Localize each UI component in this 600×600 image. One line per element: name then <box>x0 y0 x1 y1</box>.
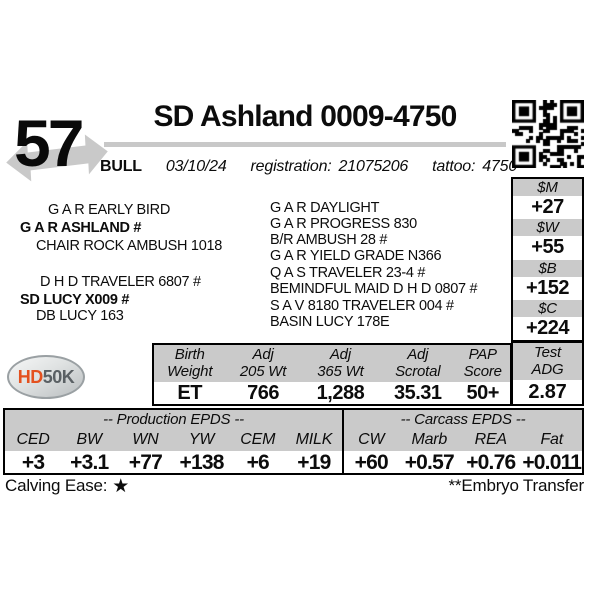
dollar-label: $W <box>513 219 582 237</box>
animal-meta-row: BULL 03/10/24 registration: 21075206 tat… <box>100 158 517 176</box>
pedigree-extended-line: B/R AMBUSH 28 # <box>270 232 388 248</box>
column-header: BW <box>76 431 103 448</box>
performance-table-header: Birth Weight Adj 205 Wt Adj 365 Wt Adj Scrot… <box>154 345 510 382</box>
cell-value: +0.57 <box>404 451 455 474</box>
column-header: PAP Score <box>463 346 502 380</box>
cell-value: +0.011 <box>522 451 582 474</box>
pedigree-extended-line: G A R YIELD GRADE N366 <box>270 248 442 264</box>
hd50k-logo-prefix: HD <box>17 366 44 387</box>
cell-value: 50+ <box>466 382 500 404</box>
pedigree-extended-line: BASIN LUCY 178E <box>270 314 390 330</box>
dollar-value: +224 <box>525 316 570 339</box>
tattoo: tattoo: 4750 <box>432 158 517 176</box>
cell-value: +6 <box>246 451 270 474</box>
dollar-value: +152 <box>525 276 570 299</box>
registration: registration: 21075206 <box>251 158 409 176</box>
dollar-value-panel: $M +27 $W +55 $B +152 $C +224 <box>511 177 584 342</box>
carcass-epds-table: -- Carcass EPDS -- CW Marb REA Fat +60 +… <box>342 408 584 475</box>
carcass-epds-title: -- Carcass EPDS -- <box>400 411 526 428</box>
dollar-label: $M <box>513 179 582 196</box>
carcass-epds-header: -- Carcass EPDS -- CW Marb REA Fat <box>344 410 582 451</box>
column-header: Adj 365 Wt <box>317 346 364 380</box>
star-icon: ★ <box>112 475 130 497</box>
hd50k-logo-suffix: 50K <box>42 366 75 387</box>
performance-table-values: ET 766 1,288 35.31 50+ <box>154 382 510 405</box>
production-epds-title: -- Production EPDS -- <box>103 411 244 428</box>
column-header: Fat <box>540 431 564 448</box>
cell-value: +0.76 <box>466 451 516 474</box>
registration-number: 21075206 <box>338 158 409 175</box>
column-header: REA <box>474 431 508 448</box>
tattoo-label: tattoo: <box>432 158 476 175</box>
dollar-label: $B <box>513 259 582 277</box>
sex-label: BULL <box>100 158 142 175</box>
production-epds-table: -- Production EPDS -- CED BW WN YW CEM M… <box>3 408 344 475</box>
cell-value: +3.1 <box>70 451 109 474</box>
test-adg-header: Test ADG <box>513 343 582 380</box>
carcass-epds-values: +60 +0.57 +0.76 +0.011 <box>344 451 582 475</box>
cell-value: +138 <box>179 451 225 474</box>
column-header: MILK <box>295 431 333 448</box>
production-epds-values: +3 +3.1 +77 +138 +6 +19 <box>5 451 342 475</box>
column-header: CW <box>358 431 385 448</box>
column-header: CEM <box>240 431 276 448</box>
qr-code <box>512 100 584 168</box>
pedigree-dam: SD LUCY X009 # <box>20 292 130 308</box>
test-adg-value: 2.87 <box>528 380 567 403</box>
pedigree-extended-line: S A V 8180 TRAVELER 004 # <box>270 298 454 314</box>
calving-ease-label: Calving Ease: <box>5 476 108 495</box>
animal-name-title: SD Ashland 0009-4750 <box>153 100 457 133</box>
column-header: Marb <box>411 431 448 448</box>
dollar-label: $C <box>513 299 582 317</box>
column-header: YW <box>188 431 215 448</box>
column-header: Adj Scrotal <box>395 346 441 380</box>
title-underline <box>104 142 506 147</box>
cell-value: 1,288 <box>316 382 365 404</box>
column-header: CED <box>16 431 50 448</box>
birth-date: 03/10/24 <box>165 158 227 175</box>
pedigree-extended-line: G A R DAYLIGHT <box>270 200 380 216</box>
pedigree-dam-granddam: DB LUCY 163 <box>36 308 124 324</box>
column-header: WN <box>132 431 159 448</box>
cell-value: +3 <box>21 451 45 474</box>
pedigree-extended-line: BEMINDFUL MAID D H D 0807 # <box>270 281 478 297</box>
production-epds-labels: CED BW WN YW CEM MILK <box>5 429 342 451</box>
tattoo-number: 4750 <box>482 158 518 175</box>
hd50k-logo: HD 50K <box>7 355 85 399</box>
pedigree-extended-line: Q A S TRAVELER 23-4 # <box>270 265 426 281</box>
pedigree-extended-line: G A R PROGRESS 830 <box>270 216 417 232</box>
carcass-epds-labels: CW Marb REA Fat <box>344 429 582 451</box>
lot-number: 57 <box>14 106 84 180</box>
dollar-value: +27 <box>531 196 564 219</box>
production-epds-header: -- Production EPDS -- CED BW WN YW CEM M… <box>5 410 342 451</box>
cell-value: 766 <box>247 382 279 404</box>
column-header: Adj 205 Wt <box>239 346 287 380</box>
lot-arrow-icon <box>6 134 108 182</box>
cell-value: +77 <box>128 451 163 474</box>
pedigree-sire-grandsire: G A R EARLY BIRD <box>48 202 170 218</box>
test-adg-box: Test ADG 2.87 <box>511 341 584 406</box>
pedigree-sire: G A R ASHLAND # <box>20 220 142 236</box>
performance-table: Birth Weight Adj 205 Wt Adj 365 Wt Adj Scrot… <box>152 343 512 406</box>
pedigree-dam-grandsire: D H D TRAVELER 6807 # <box>40 274 201 290</box>
registration-label: registration: <box>250 158 332 175</box>
dollar-value: +55 <box>531 236 564 259</box>
calving-ease-note: Calving Ease: ★ <box>5 476 129 496</box>
cell-value: ET <box>177 382 202 404</box>
embryo-transfer-note: **Embryo Transfer <box>448 476 585 495</box>
cell-value: +60 <box>354 451 389 474</box>
pedigree-sire-granddam: CHAIR ROCK AMBUSH 1018 <box>36 238 222 254</box>
cell-value: 35.31 <box>393 382 442 404</box>
column-header: Birth Weight <box>167 346 213 380</box>
cell-value: +19 <box>297 451 331 474</box>
